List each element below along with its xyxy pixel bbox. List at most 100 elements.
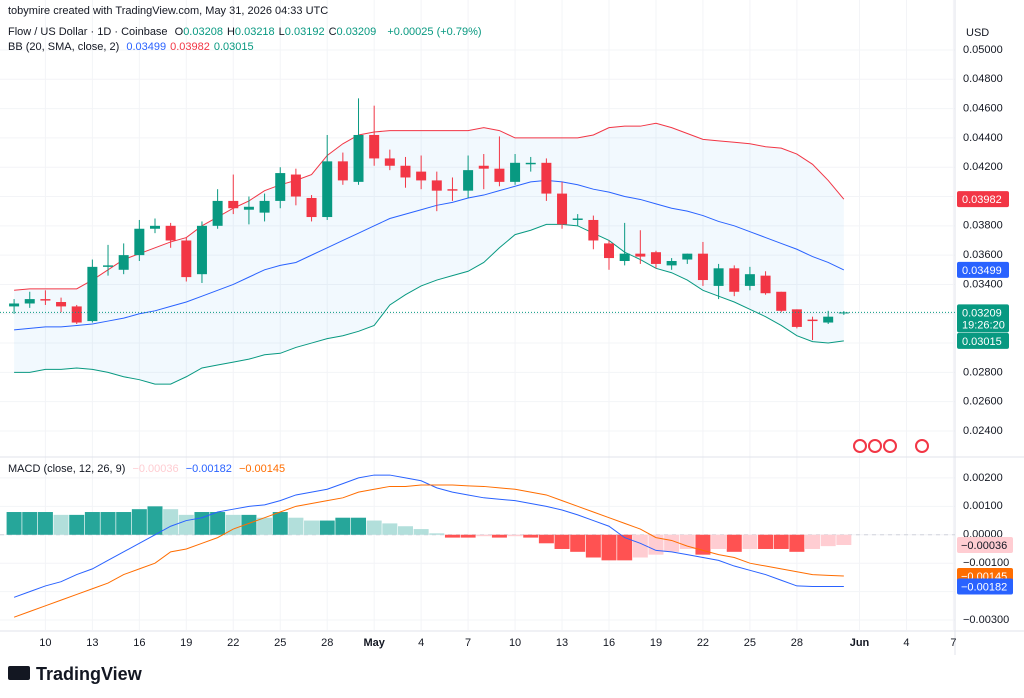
candle-body [40, 299, 51, 301]
candle-body [228, 200, 239, 209]
candle-body [87, 266, 98, 322]
y-tick-label: 0.00100 [963, 500, 1003, 512]
event-flag[interactable] [868, 439, 882, 453]
x-tick-label: 7 [465, 637, 471, 649]
x-tick-label: 28 [791, 637, 803, 649]
price-badge [957, 191, 1009, 208]
x-tick-label: 16 [603, 637, 615, 649]
macd-line [13, 484, 844, 618]
y-tick-label: 0.04400 [963, 132, 1003, 144]
y-tick-label: 0.03400 [963, 278, 1003, 290]
histogram-bar [429, 533, 445, 535]
band-line [14, 122, 845, 291]
candle-body [823, 316, 834, 323]
histogram-bar [726, 534, 742, 552]
candle-body [369, 134, 380, 159]
candle-body [134, 228, 145, 256]
histogram-bar [6, 512, 22, 535]
histogram-bar [163, 509, 179, 535]
event-flag[interactable] [853, 439, 867, 453]
candle-body [103, 265, 114, 267]
candle-body [353, 134, 364, 182]
histogram-bar [805, 534, 821, 549]
x-tick-label: 22 [227, 637, 239, 649]
ohlc-value: 0.03209 [336, 26, 377, 38]
histogram-bar [444, 534, 460, 538]
price-badge-label: 0.03015 [962, 336, 1002, 348]
x-tick-label: 19 [180, 637, 192, 649]
histogram-bar [617, 534, 633, 561]
price-badge [957, 261, 1009, 278]
candle-body [619, 253, 630, 261]
macd-legend: MACD (close, 12, 26, 9) −0.00036 −0.0018… [8, 463, 289, 475]
candle-body [744, 274, 755, 286]
candle-body [666, 260, 677, 266]
x-tick-label: 13 [86, 637, 98, 649]
value-badge [957, 578, 1013, 595]
bb-legend: BB (20, SMA, close, 2) 0.03499 0.03982 0.0… [8, 41, 262, 53]
x-tick-label: 19 [650, 637, 662, 649]
y-tick-label: 0.04200 [963, 161, 1003, 173]
candle-body [760, 275, 771, 294]
candle-body [9, 303, 20, 307]
ohlc-letter: L [278, 26, 285, 38]
candle-body [165, 225, 176, 241]
candle-body [24, 299, 35, 304]
histogram-bar [460, 534, 476, 538]
value-badge-label: −0.00182 [961, 581, 1007, 593]
bb-values: 0.03499 0.03982 0.03015 [126, 41, 257, 53]
event-flags [853, 439, 929, 453]
histogram-bar [131, 509, 147, 535]
band-line [14, 179, 845, 331]
macd-line [13, 474, 844, 598]
candle-body [384, 158, 395, 166]
x-tick-label: 25 [744, 637, 756, 649]
candle-body [541, 162, 552, 194]
histogram-bar [241, 514, 257, 535]
price-badge [957, 304, 1009, 333]
event-flag[interactable] [915, 439, 929, 453]
ohlc-letter: C [328, 26, 337, 38]
candle-body [588, 219, 599, 241]
x-tick-label: May [363, 637, 385, 649]
histogram-bar [257, 517, 273, 535]
ohlc-value: 0.03218 [234, 26, 275, 38]
ohlc: O0.03208 H0.03218 L0.03192 C0.03209 [175, 26, 381, 38]
y-tick-label: 0.03800 [963, 220, 1003, 232]
candle-body [510, 162, 521, 182]
candle-body [682, 253, 693, 260]
histogram-bar [147, 506, 163, 535]
histogram-bar [570, 534, 586, 552]
x-tick-label: 28 [321, 637, 333, 649]
x-tick-label: 25 [274, 637, 286, 649]
histogram-bar [538, 534, 554, 544]
candle-body [713, 268, 724, 286]
histogram-bar [585, 534, 601, 558]
histogram-bar [225, 514, 241, 535]
candle-body [322, 161, 333, 218]
candle-body [572, 218, 583, 220]
histogram-bar [382, 523, 398, 535]
bb-value: 0.03499 [126, 41, 167, 53]
value-badge-label: −0.00036 [961, 540, 1007, 552]
x-tick-label: 13 [556, 637, 568, 649]
change: +0.00025 (+0.79%) [387, 26, 482, 38]
watermark: tobymire created with TradingView.com, M… [8, 5, 329, 17]
histogram-bar [491, 534, 507, 538]
histogram-bar [601, 534, 617, 561]
candle-body [275, 173, 286, 201]
x-tick-label: 10 [39, 637, 51, 649]
value-badge [957, 537, 1013, 553]
price-badge-label: 0.03499 [962, 265, 1002, 277]
histogram-bar [37, 512, 53, 535]
histogram-bar [758, 534, 774, 549]
candle-body [635, 253, 646, 257]
x-tick-label: 10 [509, 637, 521, 649]
band-line [14, 223, 844, 385]
histogram-bar [742, 534, 758, 549]
event-flag[interactable] [883, 439, 897, 453]
y-tick-label: −0.00100 [963, 557, 1009, 569]
y-tick-label: −0.00300 [963, 614, 1009, 626]
y-tick-label: 0.02400 [963, 425, 1003, 437]
currency: USD [966, 27, 989, 39]
